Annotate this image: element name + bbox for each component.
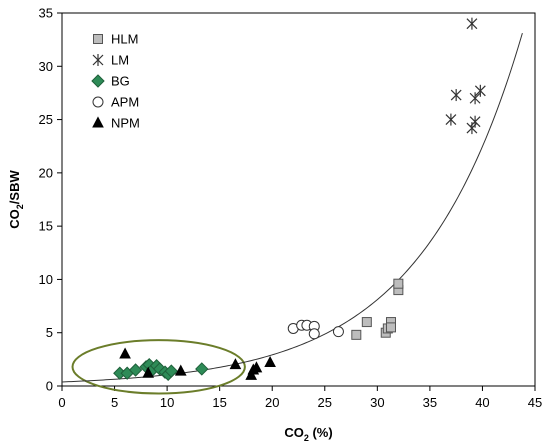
hlm-point [361,317,372,328]
hlm-legend-marker [93,34,103,44]
npm-point [245,368,258,380]
apm-legend-marker [92,96,104,108]
lm-legend-label: LM [111,53,129,68]
lm-point [474,84,486,97]
trend-curve [61,32,523,383]
hlm-point [351,329,362,340]
bg-legend-label: BG [111,74,130,89]
x-tick-label: 15 [212,395,226,410]
x-tick-label: 0 [58,395,65,410]
apm-point [308,328,320,340]
x-tick-label: 35 [423,395,437,410]
x-tick-label: 5 [111,395,118,410]
npm-point [264,355,276,368]
y-tick-label: 10 [39,272,53,287]
y-tick-label: 5 [46,325,53,340]
hlm-legend-label: HLM [111,32,138,47]
x-tick-label: 10 [160,395,174,410]
bg-point [128,363,143,377]
lm-point [450,89,462,102]
bg-legend-marker [91,74,105,88]
hlm-point [393,278,404,289]
x-axis-title: CO2 (%) [284,425,332,443]
npm-point [229,358,242,370]
x-tick-label: 45 [528,395,542,410]
npm-point [174,364,187,376]
y-tick-label: 15 [39,219,53,234]
bg-point [164,364,179,378]
lm-point [466,17,478,30]
npm-legend-marker [92,116,104,128]
bg-point [195,362,209,376]
npm-point [119,347,131,359]
npm-point [142,366,155,378]
y-tick-label: 30 [39,59,53,74]
x-tick-label: 25 [318,395,332,410]
hlm-point [385,322,396,333]
x-tick-label: 30 [370,395,384,410]
ellipse-outline [71,339,246,395]
y-tick-label: 20 [39,165,53,180]
apm-legend-label: APM [111,95,139,110]
npm-legend-label: NPM [111,116,140,131]
npm-point [250,361,263,373]
fit-line [61,32,523,383]
y-axis: 0 5 10 15 20 25 30 35 [39,6,62,394]
y-tick-label: 35 [39,6,53,21]
lm-point [469,92,481,105]
plot-area [61,12,536,387]
x-axis: 0 5 10 15 20 25 30 35 40 45 [58,386,542,410]
x-tick-label: 20 [265,395,279,410]
legend: HLM LM BG APM NPM [91,32,140,131]
y-axis-title: CO2/SBW [7,170,25,229]
lm-legend-marker [92,54,104,66]
highlight-ellipse [71,339,246,395]
plot-border [61,12,536,387]
y-tick-label: 0 [46,379,53,394]
y-tick-label: 25 [39,112,53,127]
x-tick-label: 40 [475,395,489,410]
lm-point [445,113,457,126]
lm-point [469,115,481,128]
data-points [113,17,486,381]
apm-point [332,326,344,338]
